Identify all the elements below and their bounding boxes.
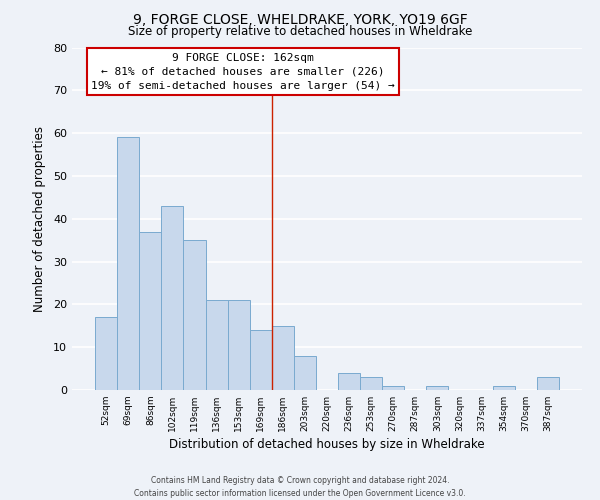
Text: Contains HM Land Registry data © Crown copyright and database right 2024.
Contai: Contains HM Land Registry data © Crown c…	[134, 476, 466, 498]
Bar	[227, 300, 250, 390]
Bar	[338, 373, 360, 390]
Bar	[427, 386, 448, 390]
Bar	[206, 300, 227, 390]
Text: Size of property relative to detached houses in Wheldrake: Size of property relative to detached ho…	[128, 25, 472, 38]
Bar	[493, 386, 515, 390]
Bar	[117, 138, 139, 390]
Text: 9, FORGE CLOSE, WHELDRAKE, YORK, YO19 6GF: 9, FORGE CLOSE, WHELDRAKE, YORK, YO19 6G…	[133, 12, 467, 26]
Bar	[161, 206, 184, 390]
Bar	[382, 386, 404, 390]
Bar	[360, 377, 382, 390]
Bar	[95, 317, 117, 390]
Bar	[139, 232, 161, 390]
Bar	[272, 326, 294, 390]
Bar	[537, 377, 559, 390]
Bar	[250, 330, 272, 390]
Text: 9 FORGE CLOSE: 162sqm
← 81% of detached houses are smaller (226)
19% of semi-det: 9 FORGE CLOSE: 162sqm ← 81% of detached …	[91, 52, 395, 90]
Bar	[184, 240, 206, 390]
X-axis label: Distribution of detached houses by size in Wheldrake: Distribution of detached houses by size …	[169, 438, 485, 451]
Y-axis label: Number of detached properties: Number of detached properties	[33, 126, 46, 312]
Bar	[294, 356, 316, 390]
